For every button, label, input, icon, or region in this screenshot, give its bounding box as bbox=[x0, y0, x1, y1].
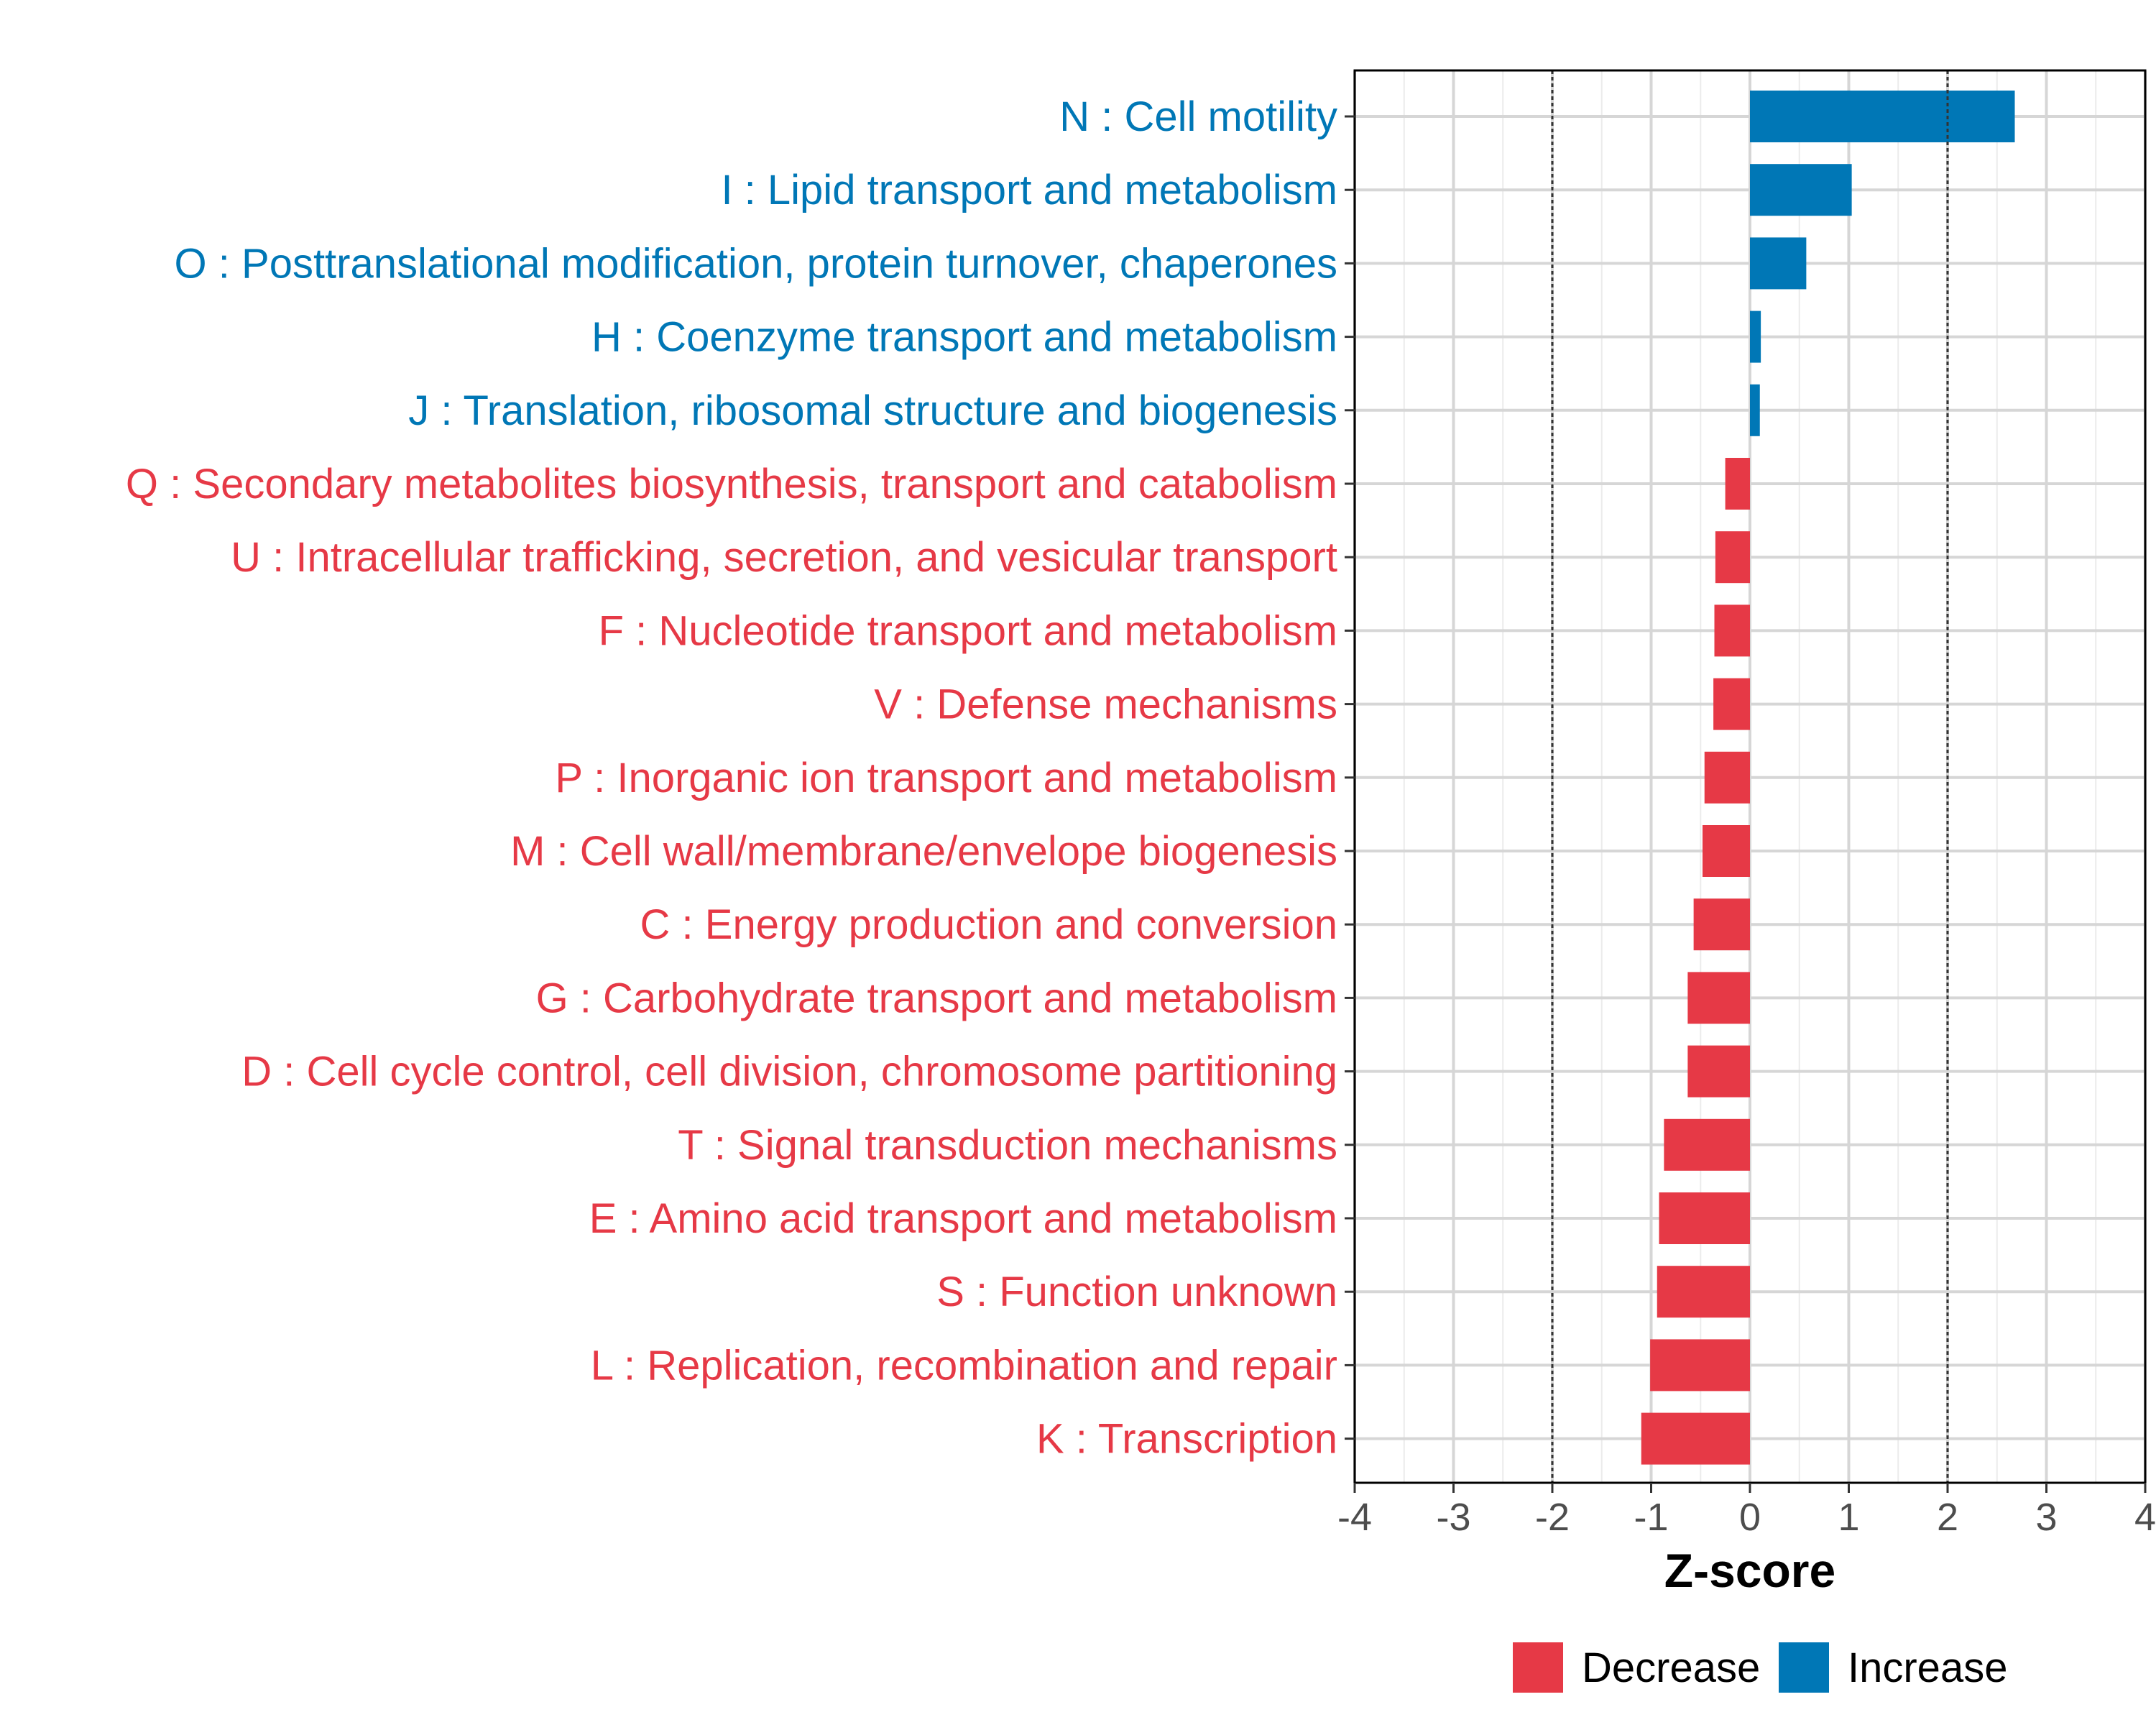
legend-label: Decrease bbox=[1582, 1644, 1760, 1691]
x-tick-label: 0 bbox=[1739, 1496, 1761, 1539]
reference-lines bbox=[1551, 70, 1949, 1483]
category-label: H : Coenzyme transport and metabolism bbox=[591, 314, 1337, 361]
category-label: U : Intracellular trafficking, secretion… bbox=[231, 534, 1337, 581]
bar bbox=[1659, 1192, 1750, 1244]
category-label: P : Inorganic ion transport and metaboli… bbox=[555, 755, 1337, 801]
bar bbox=[1687, 972, 1750, 1024]
category-label: E : Amino acid transport and metabolism bbox=[589, 1195, 1337, 1242]
legend-label: Increase bbox=[1848, 1644, 2007, 1691]
bar bbox=[1650, 1339, 1750, 1392]
bar bbox=[1703, 825, 1750, 877]
bar bbox=[1750, 164, 1852, 216]
bar bbox=[1725, 458, 1750, 510]
category-label: V : Defense mechanisms bbox=[874, 681, 1337, 728]
category-label: C : Energy production and conversion bbox=[640, 901, 1337, 948]
category-label: G : Carbohydrate transport and metabolis… bbox=[536, 975, 1337, 1021]
bar bbox=[1664, 1118, 1750, 1171]
legend-swatch bbox=[1513, 1642, 1563, 1693]
x-tick-label: 3 bbox=[2035, 1496, 2057, 1539]
bar-layer bbox=[1641, 91, 2015, 1465]
bar bbox=[1713, 678, 1750, 730]
x-tick-label: 1 bbox=[1838, 1496, 1859, 1539]
category-label: I : Lipid transport and metabolism bbox=[721, 167, 1337, 213]
x-axis-title: Z-score bbox=[1664, 1544, 1835, 1597]
bar bbox=[1641, 1412, 1750, 1465]
category-label: F : Nucleotide transport and metabolism bbox=[599, 607, 1337, 654]
category-label: Q : Secondary metabolites biosynthesis, … bbox=[126, 461, 1337, 507]
category-label: S : Function unknown bbox=[936, 1269, 1337, 1315]
category-label: J : Translation, ribosomal structure and… bbox=[408, 387, 1337, 434]
x-tick-label: -3 bbox=[1436, 1496, 1470, 1539]
category-label: T : Signal transduction mechanisms bbox=[678, 1122, 1337, 1169]
bar bbox=[1715, 531, 1750, 584]
x-tick-label: 2 bbox=[1937, 1496, 1958, 1539]
category-label: O : Posttranslational modification, prot… bbox=[175, 240, 1337, 287]
category-label: L : Replication, recombination and repai… bbox=[591, 1342, 1337, 1389]
x-tick-label: -1 bbox=[1634, 1496, 1668, 1539]
category-label: M : Cell wall/membrane/envelope biogenes… bbox=[510, 828, 1337, 875]
bar bbox=[1750, 237, 1807, 290]
bar bbox=[1657, 1266, 1750, 1318]
legend-swatch bbox=[1779, 1642, 1829, 1693]
y-axis: N : Cell motility I : Lipid transport and… bbox=[126, 93, 1355, 1463]
bar bbox=[1750, 91, 2015, 142]
category-label: N : Cell motility bbox=[1059, 93, 1337, 140]
bar bbox=[1750, 310, 1761, 363]
category-label: K : Transcription bbox=[1036, 1416, 1337, 1463]
bar bbox=[1704, 751, 1750, 804]
bar bbox=[1714, 604, 1750, 657]
bar bbox=[1693, 898, 1750, 951]
legend: Decrease Increase bbox=[1513, 1642, 2007, 1693]
x-tick-label: -2 bbox=[1535, 1496, 1570, 1539]
bar bbox=[1687, 1045, 1750, 1098]
category-label: D : Cell cycle control, cell division, c… bbox=[241, 1049, 1337, 1095]
x-tick-label: 4 bbox=[2134, 1496, 2156, 1539]
x-axis: -4 -3 -2 -1 0 1 2 3 4 bbox=[1337, 1483, 2156, 1539]
bar bbox=[1750, 384, 1760, 436]
x-tick-label: -4 bbox=[1337, 1496, 1372, 1539]
